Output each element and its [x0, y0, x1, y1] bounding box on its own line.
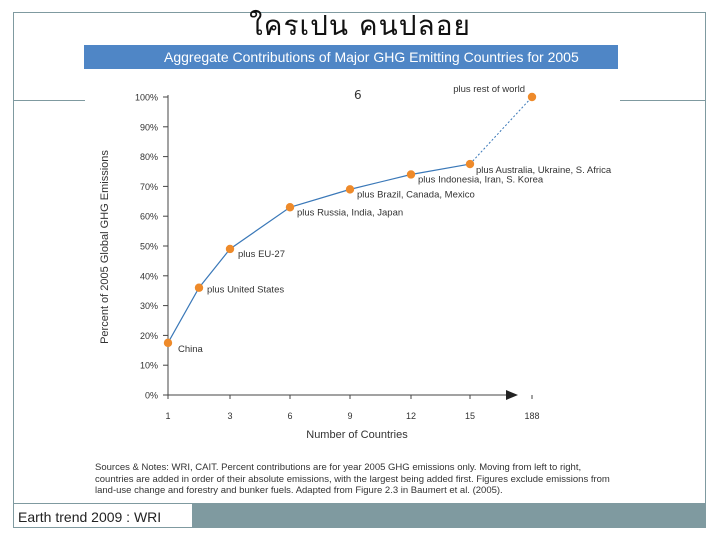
data-label: plus EU-27	[238, 249, 285, 260]
chart-data-labels: China plus United States plus EU-27 plus Ru…	[178, 84, 612, 355]
slide-title: ใครเปน คนปลอย	[249, 9, 471, 42]
footer-credit-box	[13, 503, 193, 528]
data-label: plus rest of world	[453, 84, 525, 95]
x-tick-label: 6	[287, 411, 292, 421]
y-tick-label: 0%	[145, 391, 158, 401]
data-point	[194, 283, 204, 292]
source-notes: Sources & Notes: WRI, CAIT. Percent cont…	[95, 462, 610, 496]
data-point	[465, 159, 475, 169]
data-label: plus Russia, India, Japan	[297, 207, 403, 218]
data-point	[527, 92, 537, 102]
x-tick-label: 12	[406, 411, 416, 421]
y-tick-label: 30%	[140, 301, 158, 311]
x-axis-label: Number of Countries	[306, 429, 408, 441]
source-credit: Earth trend 2009 : WRI	[18, 509, 162, 525]
data-point	[163, 338, 173, 348]
data-point	[225, 244, 235, 254]
x-tick-label: 1	[165, 411, 170, 421]
y-tick-label: 60%	[140, 212, 158, 222]
y-tick-label: 40%	[140, 271, 158, 281]
y-tick-label: 70%	[140, 182, 158, 192]
data-label: plus Indonesia, Iran, S. Korea	[418, 174, 544, 185]
y-tick-label: 90%	[140, 122, 158, 132]
x-tick-label: 15	[465, 411, 475, 421]
data-point	[345, 185, 355, 194]
chart-series	[163, 92, 537, 348]
data-label: plus Australia, Ukraine, S. Africa	[476, 165, 612, 176]
y-tick-label: 80%	[140, 152, 158, 162]
divider-right	[620, 100, 706, 101]
data-point	[406, 170, 416, 179]
x-tick-label: 188	[524, 411, 539, 421]
x-axis-arrowhead	[506, 390, 518, 400]
y-tick-label: 50%	[140, 242, 158, 252]
y-axis-label: Percent of 2005 Global GHG Emissions	[99, 150, 111, 344]
slide-number: 6	[354, 88, 362, 102]
x-tick-label: 3	[227, 411, 232, 421]
series-line-dotted	[469, 96, 533, 165]
y-tick-label: 20%	[140, 331, 158, 341]
figure-header: Aggregate Contributions of Major GHG Emi…	[84, 45, 618, 69]
divider-left	[13, 100, 85, 101]
data-label: plus Brazil, Canada, Mexico	[357, 189, 475, 200]
data-point	[285, 203, 295, 212]
data-label: plus United States	[207, 285, 284, 296]
data-label: China	[178, 344, 204, 355]
y-tick-label: 100%	[135, 93, 158, 103]
x-tick-label: 9	[347, 411, 352, 421]
chart-axes: 0% 10% 20% 30% 40% 50% 60% 70% 80% 90% 100% 1 3 6 9 12 1…	[135, 93, 540, 422]
y-tick-label: 10%	[140, 361, 158, 371]
